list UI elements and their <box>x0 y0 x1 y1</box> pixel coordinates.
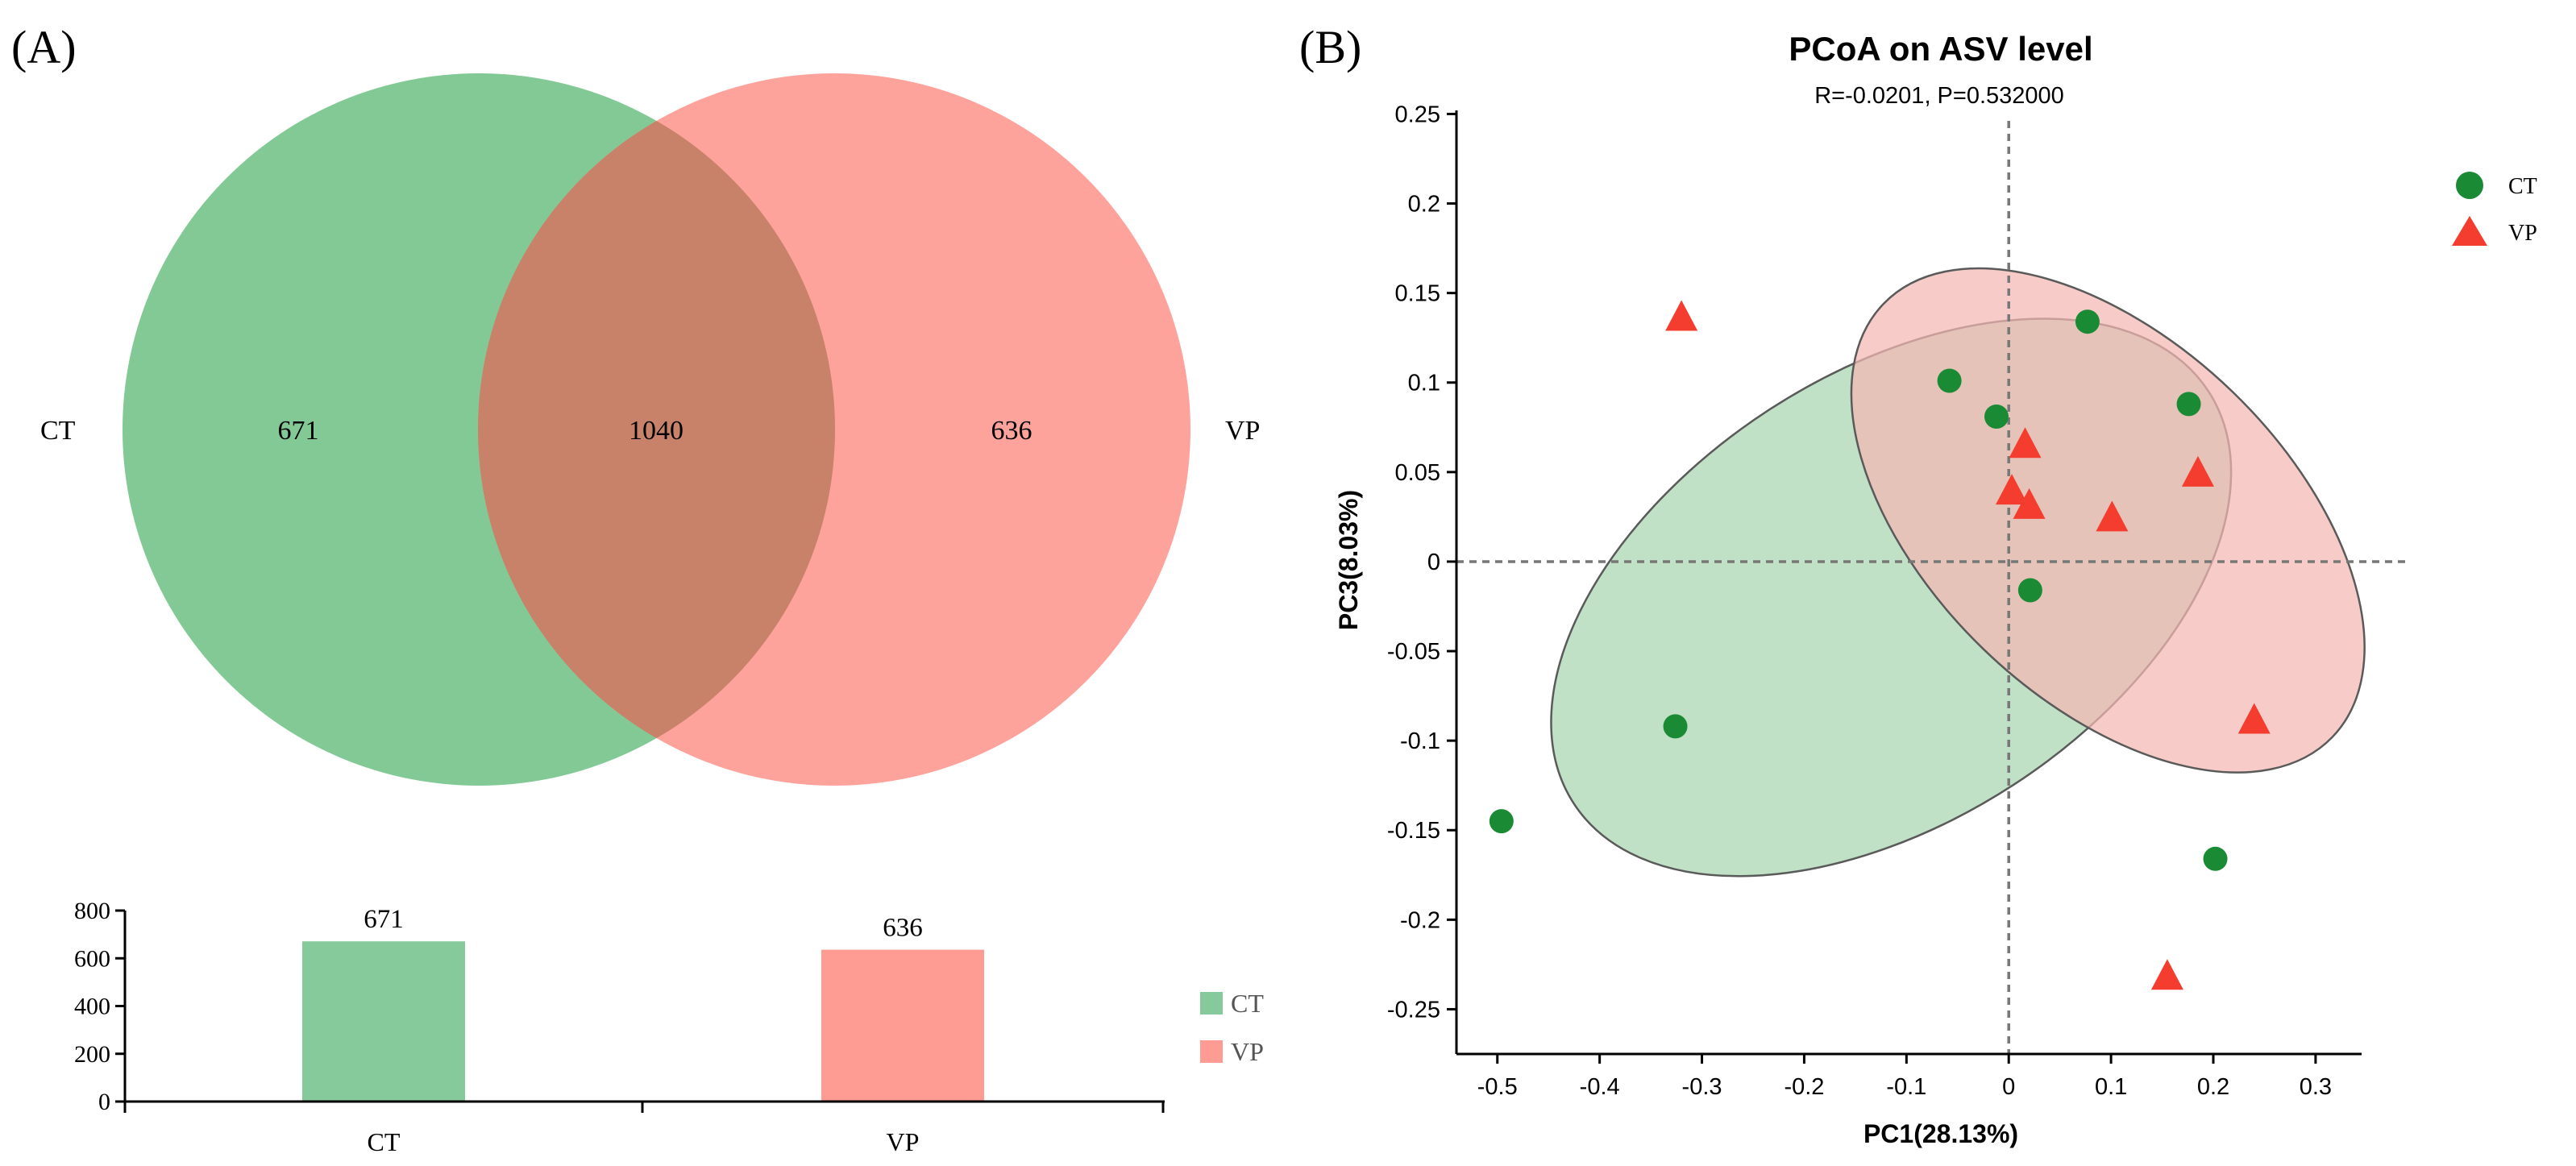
venn-ct-unique-count: 671 <box>278 416 319 446</box>
pcoa-point-vp <box>2096 500 2129 532</box>
bar-chart: 0 200 400 600 800 671 CT 636 VP CT VP <box>74 898 1264 1156</box>
pcoa-points <box>1489 300 2271 990</box>
bar-data-label: 671 <box>364 905 404 934</box>
pcoa-point-vp <box>2009 427 2042 459</box>
pcoa-y-tick-label: 0.15 <box>1395 281 1440 307</box>
venn-vp-unique-count: 636 <box>991 416 1032 446</box>
pcoa-y-tick-label: 0.25 <box>1395 102 1440 127</box>
venn-ct-label: CT <box>40 416 76 446</box>
bar-y-tick-label: 400 <box>74 994 110 1020</box>
pcoa-point-ct <box>1489 809 1514 834</box>
pcoa-legend-marker-vp <box>2452 216 2487 246</box>
bar-ct <box>302 941 465 1102</box>
pcoa-y-tick-label: -0.1 <box>1400 728 1440 754</box>
pcoa-y-tick-label: -0.2 <box>1400 907 1440 933</box>
pcoa-x-tick-label: -0.5 <box>1477 1074 1518 1100</box>
pcoa-legend-label: VP <box>2508 221 2537 246</box>
bar-y-tick-label: 0 <box>98 1089 110 1115</box>
bar-legend-label: VP <box>1231 1037 1264 1066</box>
pcoa-x-tick-label: 0.1 <box>2095 1074 2127 1100</box>
pcoa-legend: CT VP <box>2452 172 2537 246</box>
pcoa-x-tick-label: 0.2 <box>2197 1074 2229 1100</box>
pcoa-legend-marker-ct <box>2456 172 2483 199</box>
pcoa-scatter-chart: PCoA on ASV level R=-0.0201, P=0.532000 … <box>1334 30 2537 1148</box>
panel-a-label: (A) <box>11 21 77 73</box>
pcoa-legend-label: CT <box>2508 174 2537 199</box>
pcoa-point-ct <box>2075 309 2100 334</box>
pcoa-x-tick-label: -0.4 <box>1580 1074 1620 1100</box>
panel-b-label: (B) <box>1299 21 1361 73</box>
pcoa-y-tick-label: 0.1 <box>1408 371 1440 396</box>
venn-overlap-region <box>478 73 835 786</box>
pcoa-x-tick-label: -0.2 <box>1784 1074 1824 1100</box>
pcoa-subtitle: R=-0.0201, P=0.532000 <box>1814 83 2064 109</box>
pcoa-y-axis-label: PC3(8.03%) <box>1334 490 1363 630</box>
pcoa-y-tick-label: 0.05 <box>1395 460 1440 486</box>
pcoa-title: PCoA on ASV level <box>1789 30 2092 68</box>
pcoa-y-tick-label: 0 <box>1427 550 1440 575</box>
pcoa-ellipses <box>1550 267 2366 878</box>
pcoa-point-vp <box>2150 959 2183 990</box>
pcoa-point-ct <box>1937 368 1962 393</box>
pcoa-point-ct <box>1663 714 1688 739</box>
bar-y-tick-label: 800 <box>74 898 110 924</box>
pcoa-x-tick-label: -0.1 <box>1886 1074 1926 1100</box>
bar-y-tick-label: 600 <box>74 945 110 972</box>
pcoa-axes: -0.5 -0.4 -0.3 -0.2 -0.1 0 0.1 0.2 0.3 -0.25 -0.2 -… <box>1387 102 2362 1100</box>
bar-legend: CT VP <box>1200 989 1264 1066</box>
pcoa-point-vp <box>1665 300 1698 331</box>
pcoa-point-ct <box>1984 404 2009 429</box>
bar-data-label: 636 <box>883 914 923 943</box>
pcoa-point-vp <box>2181 455 2214 487</box>
pcoa-point-vp <box>1996 474 2029 505</box>
pcoa-reference-lines <box>1456 121 2410 1054</box>
pcoa-x-tick-label: 0.3 <box>2300 1074 2332 1100</box>
bar-category-label: VP <box>887 1127 920 1156</box>
pcoa-y-tick-label: -0.05 <box>1387 639 1440 665</box>
pcoa-point-vp <box>2013 488 2046 519</box>
bar-legend-label: CT <box>1231 989 1264 1018</box>
venn-vp-label: VP <box>1225 416 1260 446</box>
pcoa-point-ct <box>2203 846 2228 871</box>
pcoa-x-tick-label: 0 <box>2002 1074 2015 1100</box>
bar-legend-swatch-vp <box>1200 1040 1223 1063</box>
pcoa-point-vp <box>2237 703 2271 734</box>
bar-vp <box>821 949 984 1102</box>
venn-diagram: CT VP 671 1040 636 <box>40 73 1260 786</box>
pcoa-x-tick-label: -0.3 <box>1682 1074 1722 1100</box>
bar-category-label: CT <box>368 1127 401 1156</box>
bar-series: 671 CT 636 VP <box>302 905 984 1156</box>
pcoa-y-tick-label: -0.25 <box>1387 997 1440 1023</box>
venn-intersection-count: 1040 <box>629 416 683 446</box>
pcoa-y-tick-label: 0.2 <box>1408 192 1440 218</box>
pcoa-point-ct <box>2176 392 2201 417</box>
pcoa-x-axis-label: PC1(28.13%) <box>1863 1119 2018 1148</box>
bar-legend-swatch-ct <box>1200 992 1223 1015</box>
pcoa-y-tick-label: -0.15 <box>1387 818 1440 844</box>
bar-y-axis: 0 200 400 600 800 <box>74 898 125 1115</box>
pcoa-point-ct <box>2017 578 2042 603</box>
bar-y-tick-label: 200 <box>74 1041 110 1068</box>
